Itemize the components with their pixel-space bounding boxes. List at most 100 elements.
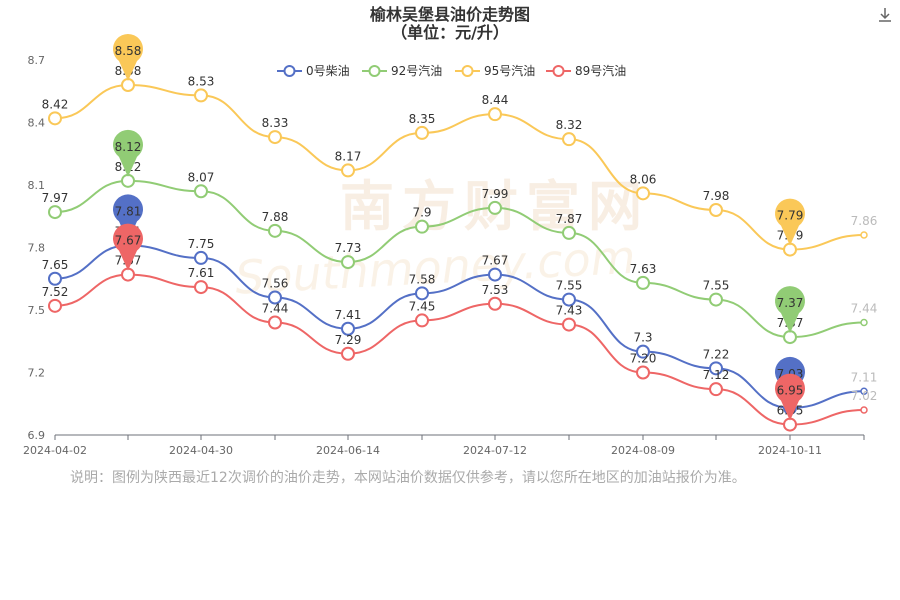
watermark-en: Southmoney.com [234, 230, 637, 305]
pin-shape [113, 129, 143, 177]
data-point [48, 111, 62, 126]
data-point [860, 231, 868, 239]
legend-item[interactable]: 0号柴油 [277, 64, 350, 78]
data-label: 7.44 [262, 302, 289, 316]
data-label: 7.86 [851, 214, 878, 228]
data-label: 7.41 [335, 308, 362, 322]
x-tick-label: 2024-07-12 [463, 444, 527, 457]
data-label: 7.44 [851, 302, 878, 316]
pin-label: 8.12 [115, 140, 142, 154]
data-point [488, 267, 502, 282]
marker-pin: 8.12 [113, 129, 143, 177]
y-tick-label: 6.9 [28, 429, 46, 442]
pin-shape [775, 198, 805, 246]
chart-title: 榆林吴堡县油价走势图 [370, 5, 530, 24]
legend-marker [368, 65, 381, 77]
chart-subtitle: （单位：元/升） [391, 23, 509, 42]
data-point [636, 275, 650, 290]
data-point [268, 290, 282, 305]
data-label: 7.53 [482, 283, 509, 297]
marker-pin: 7.37 [775, 286, 806, 334]
data-label: 7.22 [703, 347, 730, 361]
data-label: 7.02 [851, 389, 878, 403]
pin-label: 7.67 [115, 234, 142, 248]
marker-pin: 8.58 [113, 34, 143, 81]
data-point [194, 250, 208, 265]
y-tick-label: 7.8 [28, 242, 46, 255]
data-point [709, 203, 723, 217]
pin-shape [775, 286, 806, 334]
data-point [415, 286, 429, 301]
data-point [860, 406, 868, 414]
data-point [341, 255, 355, 270]
pin-shape [113, 194, 143, 242]
data-label: 7.87 [556, 212, 583, 226]
data-label: 7.98 [703, 189, 730, 203]
watermark: 南方财富网 Southmoney.com [234, 175, 642, 305]
pin-shape [775, 373, 806, 421]
marker-pin: 7.67 [113, 223, 143, 271]
data-point [415, 313, 429, 328]
data-point [636, 365, 650, 380]
series-1 [48, 173, 868, 345]
x-tick-label: 2024-10-11 [758, 444, 822, 457]
data-label: 7.11 [851, 370, 878, 384]
legend-label: 95号汽油 [484, 63, 535, 78]
data-label: 7.52 [42, 285, 69, 299]
data-label: 8.44 [482, 93, 509, 107]
data-label: 8.17 [335, 149, 362, 163]
x-tick-label: 2024-04-30 [169, 444, 233, 457]
data-point [709, 382, 723, 397]
data-point [709, 292, 723, 307]
data-label: 7.20 [630, 352, 657, 366]
y-tick-label: 8.1 [28, 179, 46, 192]
data-label: 7.56 [262, 277, 289, 291]
data-point [860, 387, 868, 395]
pin-label: 8.58 [115, 44, 142, 58]
pin-label: 7.81 [115, 204, 142, 218]
legend-marker [283, 65, 296, 77]
data-label: 7.75 [188, 237, 215, 251]
x-tick-label: 2024-06-14 [316, 444, 380, 457]
data-label: 7.88 [262, 210, 289, 224]
data-point [48, 205, 62, 220]
data-point [341, 163, 355, 178]
series-line [54, 244, 865, 409]
series-3 [48, 267, 868, 432]
data-label: 7.65 [42, 258, 69, 272]
pins: 7.817.038.127.378.587.797.676.95 [113, 34, 806, 421]
data-point [709, 361, 723, 376]
data-point [488, 296, 502, 311]
data-point [488, 200, 502, 215]
legend-label: 0号柴油 [306, 64, 350, 78]
legend-item[interactable]: 92号汽油 [362, 63, 442, 78]
y-tick-label: 7.5 [28, 304, 46, 317]
data-point [562, 317, 576, 332]
data-point [415, 125, 429, 140]
series-line [54, 83, 865, 251]
data-point [194, 280, 208, 295]
legend-label: 89号汽油 [575, 63, 626, 78]
chart-note: 说明：图例为陕西最近12次调价的油价走势，本网站油价数据仅供参考，请以您所在地区… [70, 470, 746, 486]
download-icon[interactable] [876, 6, 894, 24]
pin-shape [113, 34, 143, 81]
data-label: 7.29 [335, 333, 362, 347]
legend-item[interactable]: 89号汽油 [546, 63, 626, 78]
data-label: 7.55 [556, 279, 583, 293]
data-label: 7.97 [42, 191, 69, 205]
data-label: 7.73 [335, 241, 362, 255]
data-point [194, 88, 208, 103]
series-2 [48, 78, 868, 257]
data-point [48, 271, 62, 286]
data-label: 7.43 [556, 304, 583, 318]
data-label: 8.06 [630, 172, 657, 186]
data-label: 8.33 [262, 116, 289, 130]
data-label: 7.67 [482, 254, 509, 268]
legend-item[interactable]: 95号汽油 [455, 63, 535, 78]
series-line [54, 179, 865, 339]
data-label: 8.53 [188, 74, 215, 88]
data-point [636, 186, 650, 201]
data-label: 7.3 [633, 331, 652, 345]
data-label: 7.99 [482, 187, 509, 201]
